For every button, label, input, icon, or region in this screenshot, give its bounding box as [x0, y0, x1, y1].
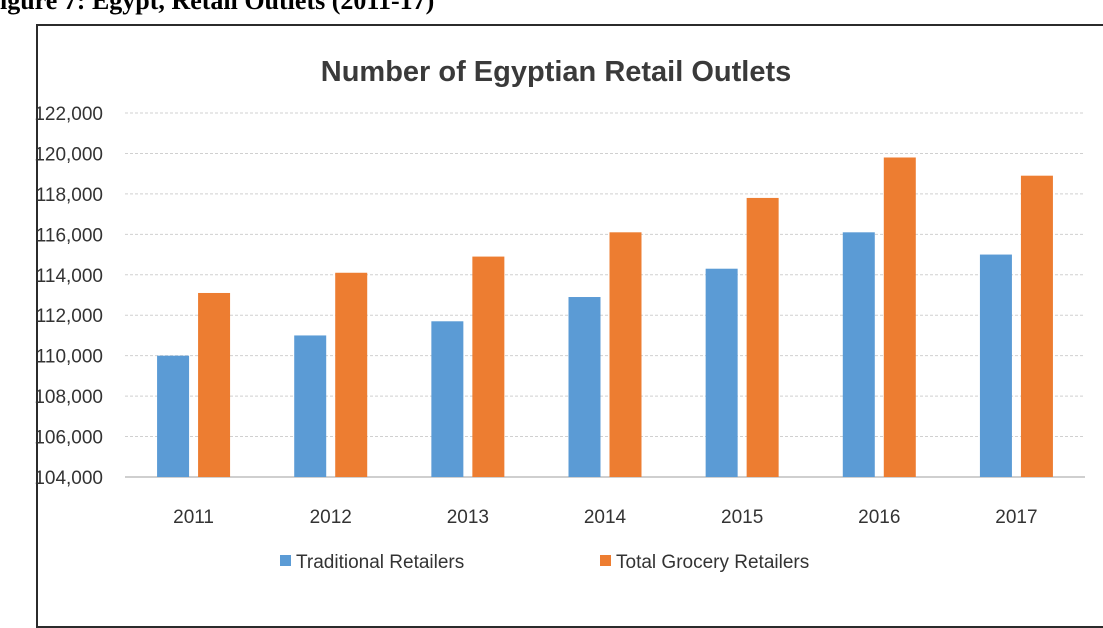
chart-title: Number of Egyptian Retail Outlets — [321, 56, 792, 88]
bar-traditional-retailers-2011 — [157, 355, 190, 477]
gridlines — [125, 112, 1085, 478]
x-tick-label: 2014 — [584, 507, 627, 528]
bar-traditional-retailers-2014 — [568, 297, 601, 477]
x-tick-label: 2011 — [173, 507, 214, 528]
bar-total-grocery-retailers-2015 — [746, 197, 779, 477]
bar-total-grocery-retailers-2016 — [883, 157, 916, 477]
bar-traditional-retailers-2016 — [842, 232, 875, 477]
bar-total-grocery-retailers-2011 — [198, 292, 231, 477]
bar-traditional-retailers-2012 — [294, 335, 327, 477]
y-axis-ticks: 104,000 106,000 108,000 110,000 112,000 114,0… — [34, 104, 103, 489]
y-tick-label: 104,000 — [34, 468, 103, 489]
y-tick-label: 106,000 — [34, 428, 103, 449]
figure-caption: igure 7: Egypt, Retail Outlets (2011-17) — [0, 0, 435, 15]
legend-swatch — [280, 555, 291, 566]
bar-total-grocery-retailers-2017 — [1020, 175, 1053, 477]
y-tick-label: 120,000 — [34, 144, 103, 165]
x-tick-label: 2016 — [858, 507, 900, 528]
y-tick-label: 122,000 — [34, 104, 103, 125]
x-axis-ticks: 2011 2012 2013 2014 2015 2016 2017 — [173, 507, 1037, 528]
y-tick-label: 112,000 — [36, 306, 103, 327]
bar-traditional-retailers-2017 — [979, 254, 1012, 477]
bar-traditional-retailers-2015 — [705, 268, 738, 477]
y-tick-label: 114,000 — [36, 266, 103, 287]
y-tick-label: 108,000 — [34, 387, 103, 408]
x-tick-label: 2015 — [721, 507, 763, 528]
x-tick-label: 2013 — [447, 507, 489, 528]
bars — [157, 157, 1053, 477]
bar-total-grocery-retailers-2012 — [335, 272, 368, 477]
legend-swatch — [600, 555, 611, 566]
bar-total-grocery-retailers-2013 — [472, 256, 505, 477]
legend-label: Total Grocery Retailers — [616, 552, 809, 573]
legend: Traditional Retailers Total Grocery Retai… — [280, 552, 809, 573]
bar-chart: Number of Egyptian Retail Outlets 104,00… — [34, 56, 1085, 573]
bar-traditional-retailers-2013 — [431, 321, 464, 477]
y-tick-label: 116,000 — [36, 225, 103, 246]
y-tick-label: 118,000 — [36, 185, 103, 206]
legend-label: Traditional Retailers — [296, 552, 464, 573]
bar-total-grocery-retailers-2014 — [609, 232, 642, 477]
x-tick-label: 2017 — [995, 507, 1037, 528]
x-tick-label: 2012 — [310, 507, 352, 528]
y-tick-label: 110,000 — [36, 347, 103, 368]
